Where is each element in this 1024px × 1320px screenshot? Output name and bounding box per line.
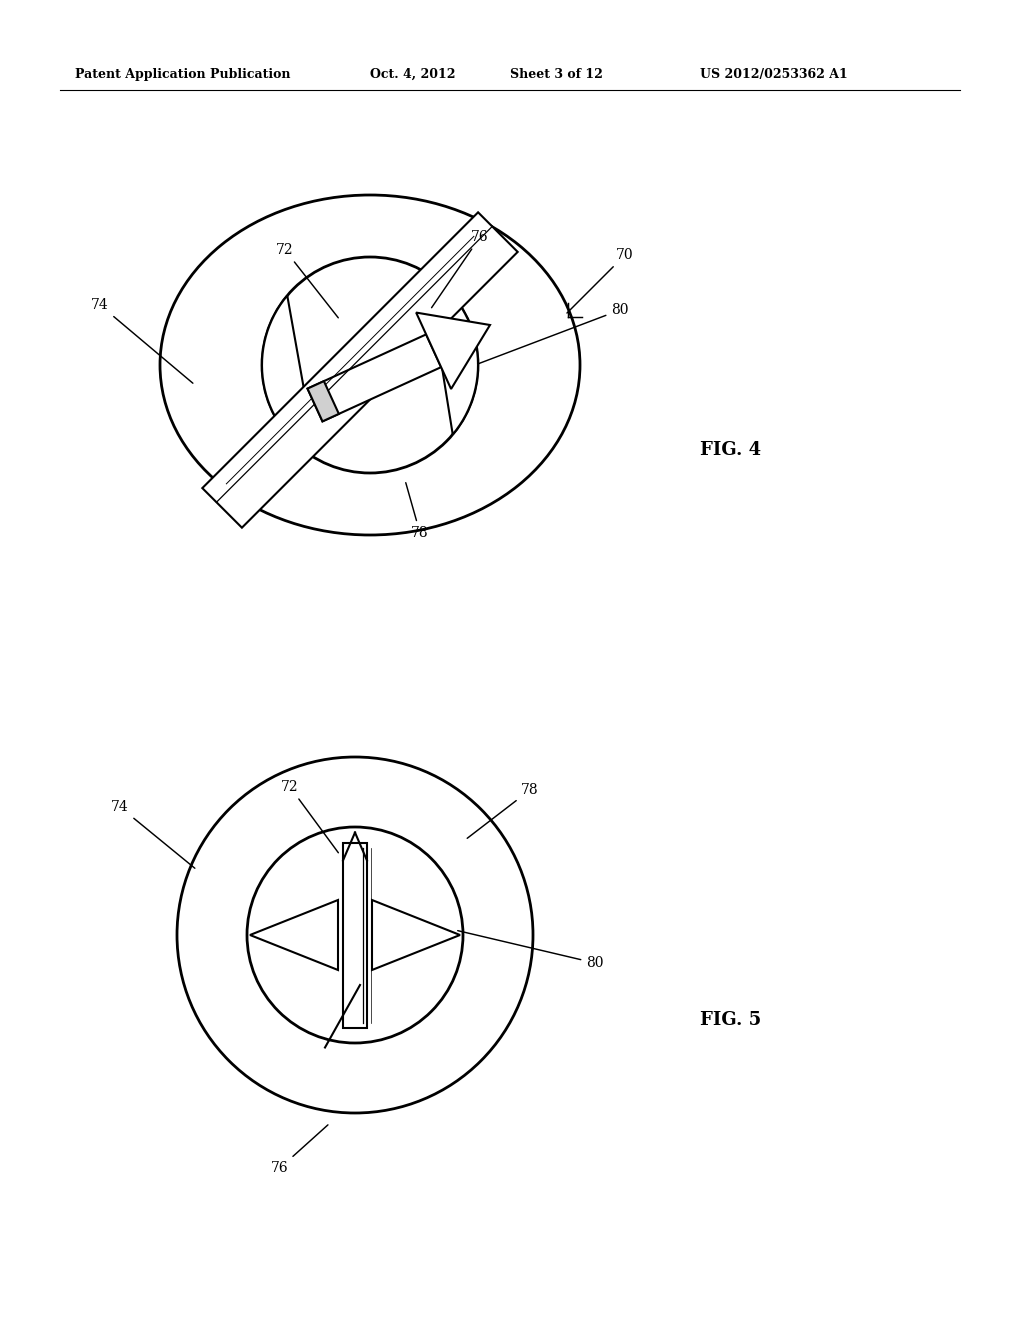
Text: US 2012/0253362 A1: US 2012/0253362 A1 xyxy=(700,69,848,81)
Polygon shape xyxy=(262,296,305,447)
Polygon shape xyxy=(416,313,490,389)
Text: 80: 80 xyxy=(458,931,604,970)
Polygon shape xyxy=(372,900,460,970)
Text: 76: 76 xyxy=(271,1125,328,1175)
Text: 72: 72 xyxy=(276,243,338,318)
Polygon shape xyxy=(307,334,441,421)
Text: Oct. 4, 2012: Oct. 4, 2012 xyxy=(370,69,456,81)
Bar xyxy=(343,842,367,1027)
Text: Patent Application Publication: Patent Application Publication xyxy=(75,69,291,81)
Polygon shape xyxy=(439,282,478,434)
Text: 78: 78 xyxy=(467,783,539,838)
Polygon shape xyxy=(307,381,339,421)
Text: 70: 70 xyxy=(567,248,634,313)
Text: 78: 78 xyxy=(406,483,429,540)
Text: Sheet 3 of 12: Sheet 3 of 12 xyxy=(510,69,603,81)
Text: 76: 76 xyxy=(431,230,488,308)
Polygon shape xyxy=(203,213,518,528)
Text: FIG. 4: FIG. 4 xyxy=(700,441,761,459)
Text: FIG. 5: FIG. 5 xyxy=(700,1011,761,1030)
Text: 74: 74 xyxy=(112,800,195,869)
Polygon shape xyxy=(250,900,338,970)
Text: 72: 72 xyxy=(282,780,338,853)
Text: 74: 74 xyxy=(91,298,193,383)
Text: 80: 80 xyxy=(477,304,629,364)
